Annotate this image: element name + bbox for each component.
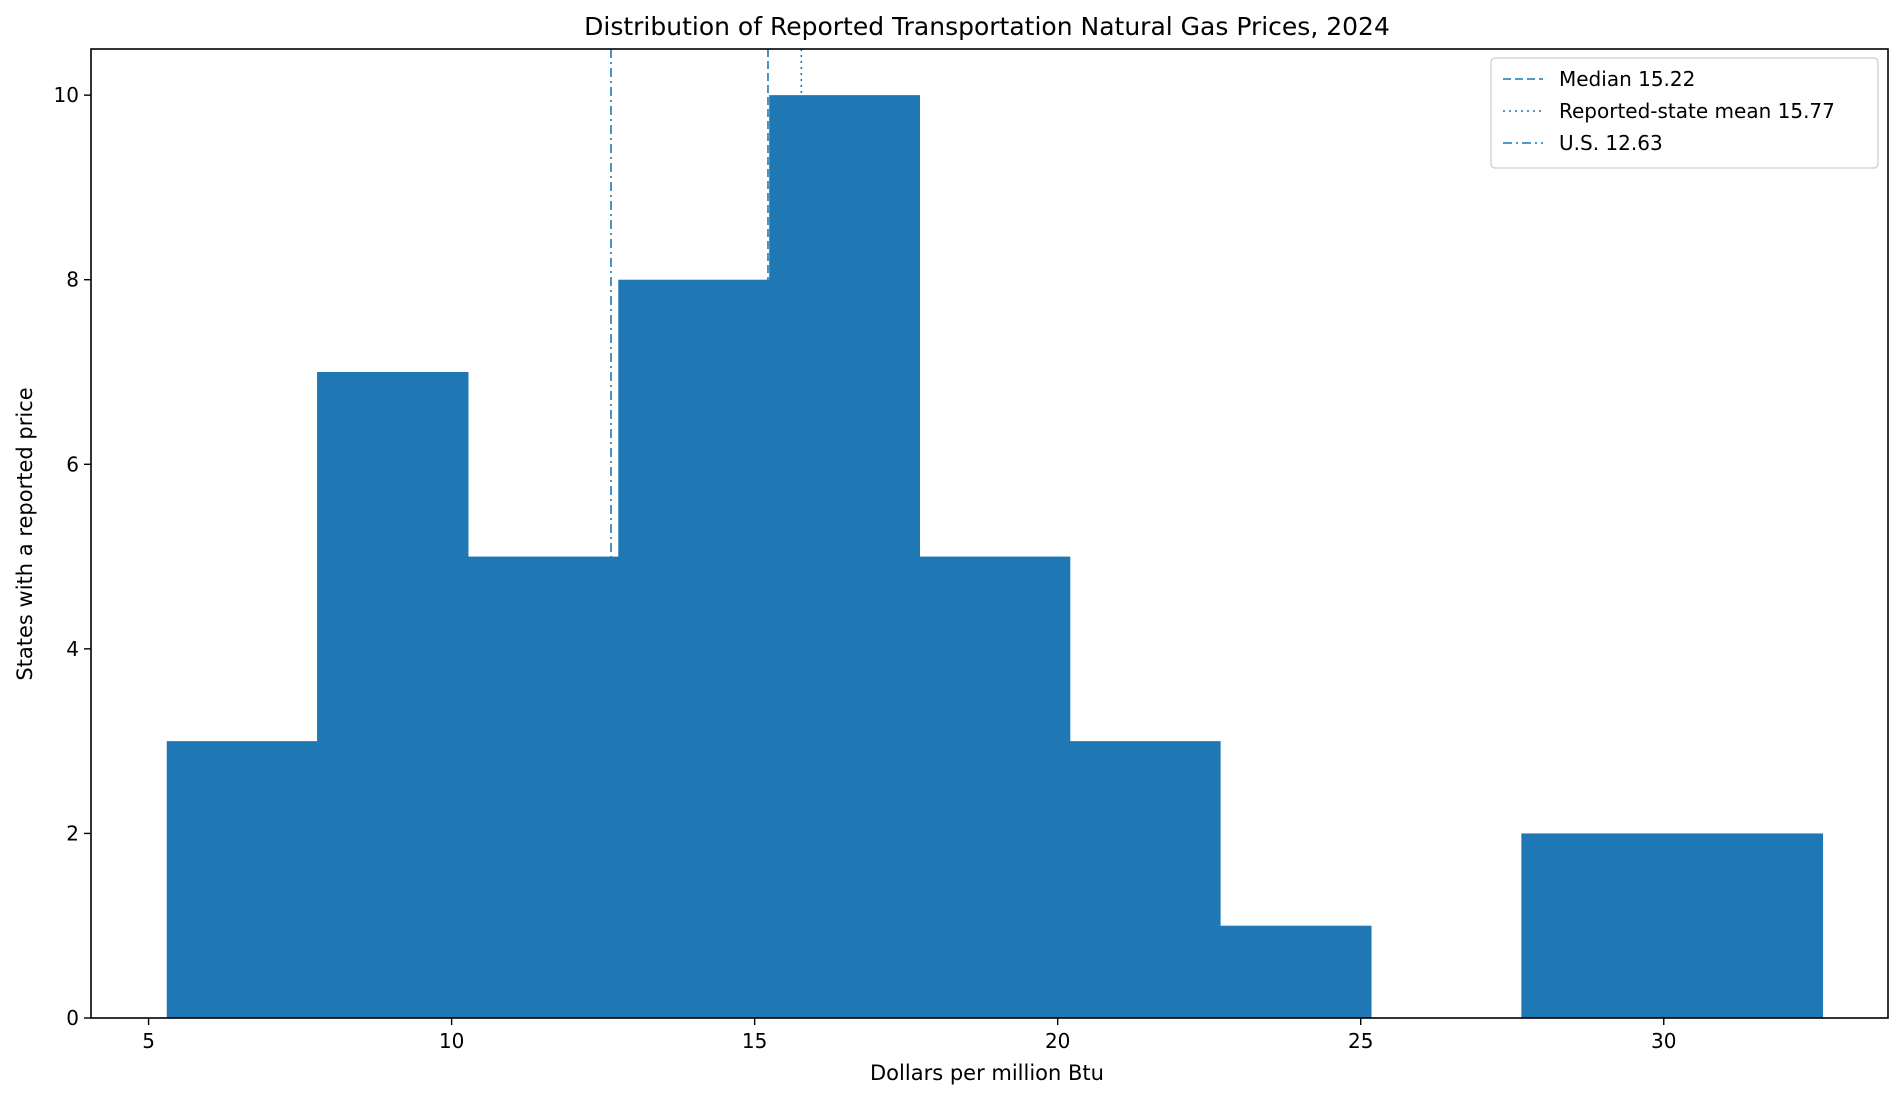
x-tick-label: 30 — [1651, 1029, 1676, 1053]
legend-box — [1490, 57, 1879, 169]
y-tick-label: 2 — [66, 821, 79, 845]
histogram-bar-10 — [1521, 833, 1673, 1018]
y-axis-label: States with a reported price — [13, 387, 37, 680]
y-tick-label: 0 — [66, 1006, 79, 1030]
histogram-bar-5 — [769, 95, 920, 1018]
histogram-bar-7 — [1069, 741, 1221, 1018]
x-tick-label: 25 — [1348, 1029, 1373, 1053]
y-axis-ticks: 0 2 4 6 8 10 — [54, 83, 91, 1030]
y-tick-label: 10 — [54, 83, 79, 107]
bars-layer — [166, 95, 1824, 1018]
histogram-bar-6 — [919, 556, 1071, 1018]
y-tick-label: 4 — [66, 637, 79, 661]
histogram-bar-4 — [618, 279, 770, 1018]
histogram-bar-8 — [1220, 925, 1372, 1018]
legend-label: Reported-state mean 15.77 — [1559, 99, 1835, 123]
legend: Median 15.22 Reported-state mean 15.77 U.S… — [1490, 57, 1879, 169]
histogram-bar-1 — [166, 741, 318, 1018]
legend-label: U.S. 12.63 — [1559, 131, 1663, 155]
plot-frame — [90, 48, 1889, 1019]
histogram-bar-2 — [317, 372, 469, 1018]
x-tick-label: 20 — [1045, 1029, 1070, 1053]
y-tick-label: 6 — [66, 452, 79, 476]
histogram-bar-3 — [467, 556, 619, 1018]
chart-title: Distribution of Reported Transportation … — [584, 12, 1390, 41]
y-tick-label: 8 — [66, 268, 79, 292]
x-tick-label: 5 — [142, 1029, 155, 1053]
x-axis-ticks: 5 10 15 20 25 30 — [142, 1018, 1676, 1053]
x-axis-label: Dollars per million Btu — [870, 1061, 1104, 1085]
histogram-bar-11 — [1671, 833, 1824, 1018]
reference-lines-layer — [610, 49, 803, 1018]
legend-label: Median 15.22 — [1559, 67, 1695, 91]
x-tick-label: 10 — [439, 1029, 464, 1053]
x-tick-label: 15 — [742, 1029, 767, 1053]
